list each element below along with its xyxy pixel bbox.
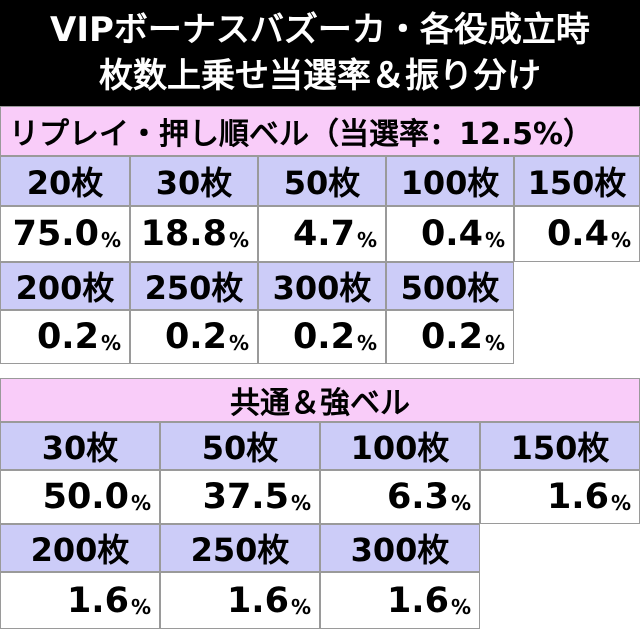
value-number: 37.5 xyxy=(202,477,289,517)
percent-sign: % xyxy=(356,331,377,355)
value-cell: 1.6% xyxy=(0,572,160,629)
label-cell: 200枚 xyxy=(0,524,160,572)
percent-sign: % xyxy=(228,331,249,355)
percent-sign: % xyxy=(290,594,311,619)
label-cell: 500枚 xyxy=(386,262,514,310)
value-number: 0.2 xyxy=(36,317,99,357)
value-cell: 6.3% xyxy=(320,470,480,524)
value-cell: 0.2% xyxy=(0,310,130,364)
percent-sign: % xyxy=(290,491,311,515)
percent-sign: % xyxy=(484,228,505,252)
percent-sign: % xyxy=(610,228,631,252)
value-number: 0.2 xyxy=(420,317,483,357)
value-cell: 37.5% xyxy=(160,470,320,524)
value-number: 0.2 xyxy=(164,317,227,357)
value-cell: 0.4% xyxy=(514,206,640,262)
label-cell: 250枚 xyxy=(130,262,258,310)
label-cell: 100枚 xyxy=(386,156,514,206)
label-cell: 50枚 xyxy=(160,422,320,470)
percent-sign: % xyxy=(100,228,121,252)
section-header-common-strong-bell: 共通＆強ベル xyxy=(0,378,640,422)
percent-sign: % xyxy=(356,228,377,252)
percent-sign: % xyxy=(228,228,249,252)
label-cell: 100枚 xyxy=(320,422,480,470)
value-cell: 1.6% xyxy=(480,470,640,524)
label-cell: 30枚 xyxy=(130,156,258,206)
label-cell: 250枚 xyxy=(160,524,320,572)
label-cell: 150枚 xyxy=(514,156,640,206)
value-number: 0.4 xyxy=(546,214,609,254)
value-cell: 4.7% xyxy=(258,206,386,262)
value-number: 1.6 xyxy=(226,580,289,621)
percent-sign: % xyxy=(450,491,471,515)
value-number: 4.7 xyxy=(292,214,355,254)
value-cell: 50.0% xyxy=(0,470,160,524)
value-cell: 0.2% xyxy=(386,310,514,364)
percent-sign: % xyxy=(484,331,505,355)
label-cell: 30枚 xyxy=(0,422,160,470)
value-cell: 1.6% xyxy=(160,572,320,629)
value-cell: 0.2% xyxy=(258,310,386,364)
value-cell: 0.2% xyxy=(130,310,258,364)
label-cell: 200枚 xyxy=(0,262,130,310)
value-number: 75.0 xyxy=(12,214,99,254)
value-cell: 75.0% xyxy=(0,206,130,262)
percent-sign: % xyxy=(610,491,631,515)
section-header-replay-bell: リプレイ・押し順ベル（当選率：12.5%） xyxy=(0,106,640,156)
label-cell: 50枚 xyxy=(258,156,386,206)
label-cell: 300枚 xyxy=(320,524,480,572)
page-title-line-2: 枚数上乗せ当選率＆振り分け xyxy=(99,56,541,96)
title-banner: VIPボーナスバズーカ・各役成立時 枚数上乗せ当選率＆振り分け xyxy=(0,0,640,106)
percent-sign: % xyxy=(100,331,121,355)
label-cell: 20枚 xyxy=(0,156,130,206)
value-number: 0.4 xyxy=(420,214,483,254)
label-cell: 300枚 xyxy=(258,262,386,310)
value-cell: 0.4% xyxy=(386,206,514,262)
page-title-line-1: VIPボーナスバズーカ・各役成立時 xyxy=(50,10,590,50)
value-number: 18.8 xyxy=(140,214,227,254)
value-number: 50.0 xyxy=(42,477,129,517)
value-number: 0.2 xyxy=(292,317,355,357)
value-number: 1.6 xyxy=(386,580,449,621)
value-number: 1.6 xyxy=(66,580,129,621)
value-number: 6.3 xyxy=(386,477,449,517)
value-cell: 18.8% xyxy=(130,206,258,262)
percent-sign: % xyxy=(130,491,151,515)
value-cell: 1.6% xyxy=(320,572,480,629)
value-number: 1.6 xyxy=(546,477,609,517)
percent-sign: % xyxy=(130,594,151,619)
percent-sign: % xyxy=(450,594,471,619)
label-cell: 150枚 xyxy=(480,422,640,470)
